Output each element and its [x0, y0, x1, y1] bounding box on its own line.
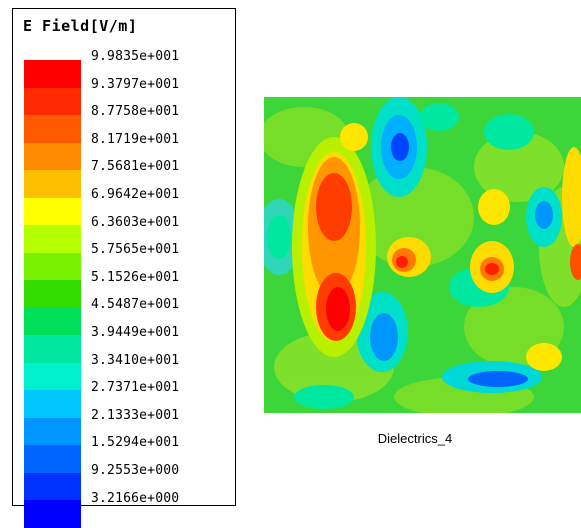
- legend-value-label: 5.1526e+001: [91, 269, 180, 285]
- legend-swatch: [24, 445, 81, 473]
- legend-value-label: 3.2166e+000: [91, 490, 180, 506]
- legend-value-label: 2.1333e+001: [91, 407, 180, 423]
- legend-swatch: [24, 280, 81, 308]
- legend-value-label: 4.5487e+001: [91, 297, 180, 313]
- legend-value-label: 3.9449e+001: [91, 325, 180, 340]
- e-field-plot: [264, 97, 581, 413]
- legend-swatch: [24, 60, 81, 88]
- legend-value-label: 9.2553e+000: [91, 463, 180, 478]
- color-legend: E Field[V/m] 9.9835e+001 9.3797e+001 8.775…: [12, 8, 236, 528]
- legend-value-label: 9.9835e+001: [91, 49, 180, 64]
- legend-value-label: 6.9642e+001: [91, 187, 180, 202]
- e-field-contour-map: [264, 97, 581, 413]
- legend-value-label: 9.3797e+001: [91, 76, 180, 92]
- legend-value-label: 7.5681e+001: [91, 159, 180, 175]
- legend-swatch: [24, 390, 81, 418]
- legend-value-label: 1.5294e+001: [91, 435, 180, 451]
- legend-value-label: 8.1719e+001: [91, 131, 180, 147]
- legend-swatch: [24, 472, 81, 500]
- legend-swatch: [24, 225, 81, 253]
- legend-value-label: 5.7565e+001: [91, 242, 180, 258]
- legend-title: E Field[V/m]: [23, 17, 138, 35]
- legend-swatch: [24, 197, 81, 225]
- legend-swatch: [24, 307, 81, 335]
- legend-swatch: [24, 417, 81, 445]
- legend-swatch: [24, 142, 81, 170]
- legend-value-label: 2.7371e+001: [91, 380, 180, 396]
- legend-value-label: 6.3603e+001: [91, 214, 180, 230]
- legend-swatch: [24, 115, 81, 143]
- legend-swatch: [24, 362, 81, 390]
- legend-swatch: [24, 170, 81, 198]
- legend-value-label: 3.3410e+001: [91, 352, 180, 368]
- legend-swatch: [24, 500, 81, 528]
- legend-swatch: [24, 87, 81, 115]
- legend-swatch: [24, 335, 81, 363]
- legend-value-label: 8.7758e+001: [91, 104, 180, 120]
- model-name-label: Dielectrics_4: [377, 431, 453, 446]
- legend-swatch: [24, 252, 81, 280]
